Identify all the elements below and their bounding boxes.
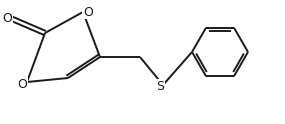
Text: O: O — [17, 78, 27, 91]
Text: O: O — [83, 5, 93, 18]
Text: S: S — [156, 79, 164, 93]
Text: O: O — [2, 12, 12, 25]
